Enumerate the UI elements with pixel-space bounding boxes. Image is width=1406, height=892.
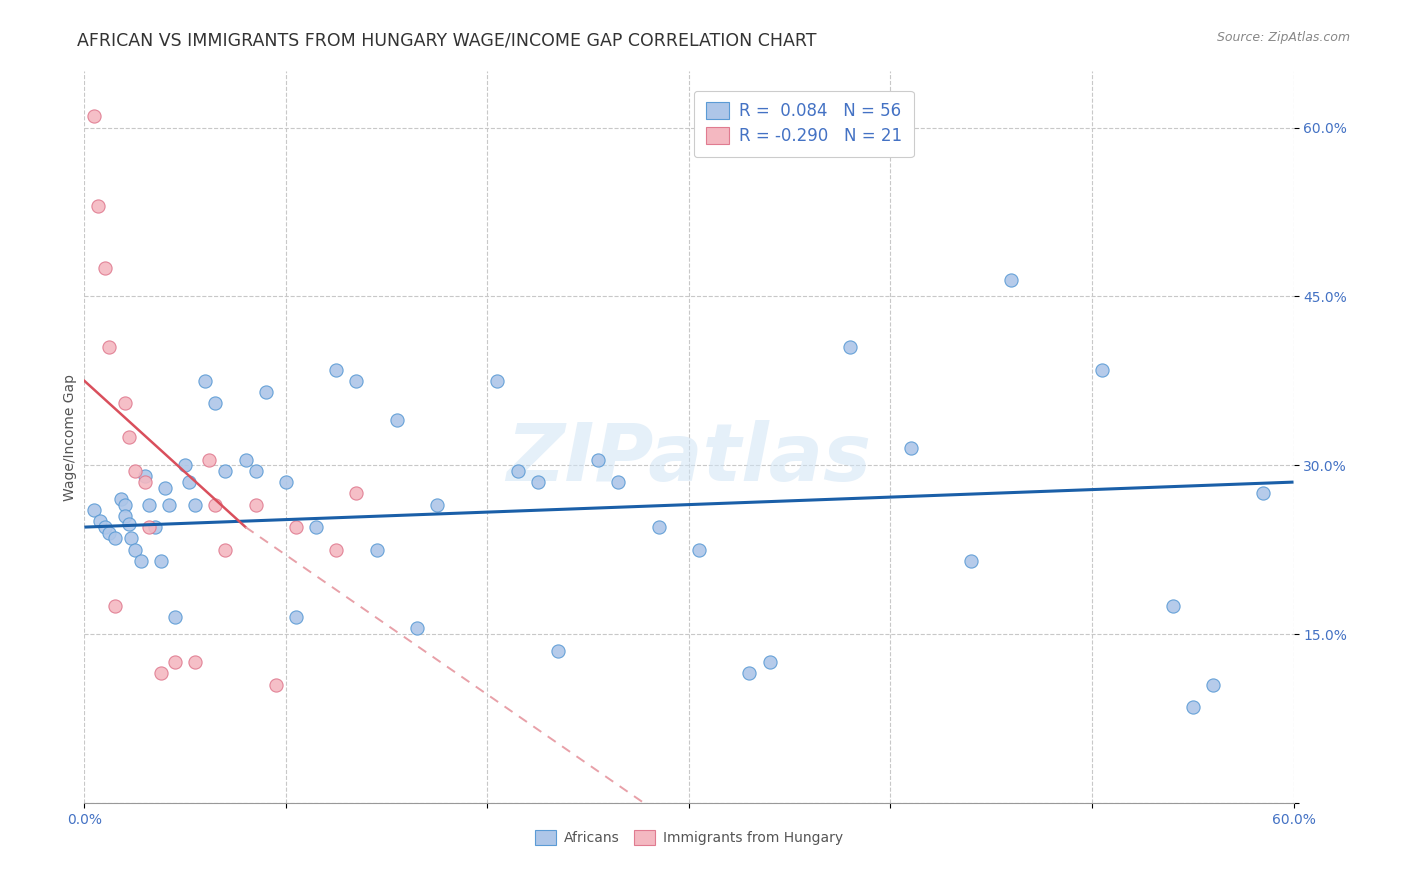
Point bbox=[385, 413, 408, 427]
Point bbox=[346, 486, 368, 500]
Point bbox=[486, 374, 509, 388]
Point bbox=[97, 525, 120, 540]
Point bbox=[124, 464, 146, 478]
Point bbox=[235, 452, 257, 467]
Point bbox=[194, 374, 217, 388]
Point bbox=[1202, 678, 1225, 692]
Point bbox=[758, 655, 780, 669]
Point bbox=[839, 340, 862, 354]
Point bbox=[93, 261, 115, 276]
Point bbox=[165, 655, 187, 669]
Point bbox=[124, 542, 146, 557]
Point bbox=[588, 452, 610, 467]
Point bbox=[87, 199, 110, 213]
Point bbox=[285, 610, 308, 624]
Point bbox=[97, 340, 120, 354]
Point bbox=[547, 644, 569, 658]
Point bbox=[93, 520, 115, 534]
Legend: Africans, Immigrants from Hungary: Africans, Immigrants from Hungary bbox=[529, 825, 849, 851]
Point bbox=[648, 520, 671, 534]
Text: AFRICAN VS IMMIGRANTS FROM HUNGARY WAGE/INCOME GAP CORRELATION CHART: AFRICAN VS IMMIGRANTS FROM HUNGARY WAGE/… bbox=[77, 31, 817, 49]
Point bbox=[688, 542, 710, 557]
Point bbox=[134, 475, 156, 489]
Point bbox=[254, 385, 277, 400]
Point bbox=[138, 498, 160, 512]
Point bbox=[738, 666, 761, 681]
Text: Source: ZipAtlas.com: Source: ZipAtlas.com bbox=[1216, 31, 1350, 45]
Point bbox=[1161, 599, 1184, 613]
Point bbox=[274, 475, 297, 489]
Point bbox=[305, 520, 328, 534]
Point bbox=[114, 396, 136, 410]
Point bbox=[264, 678, 287, 692]
Point bbox=[426, 498, 449, 512]
Y-axis label: Wage/Income Gap: Wage/Income Gap bbox=[63, 374, 77, 500]
Point bbox=[153, 481, 176, 495]
Point bbox=[83, 109, 105, 123]
Point bbox=[285, 520, 308, 534]
Point bbox=[1181, 700, 1204, 714]
Point bbox=[406, 621, 429, 635]
Point bbox=[157, 498, 180, 512]
Point bbox=[325, 362, 347, 376]
Point bbox=[104, 532, 127, 546]
Point bbox=[960, 554, 983, 568]
Point bbox=[1000, 272, 1022, 286]
Point bbox=[149, 666, 172, 681]
Point bbox=[214, 464, 236, 478]
Point bbox=[198, 452, 221, 467]
Point bbox=[114, 508, 136, 523]
Point bbox=[89, 515, 111, 529]
Point bbox=[149, 554, 172, 568]
Point bbox=[204, 498, 226, 512]
Point bbox=[134, 469, 156, 483]
Point bbox=[245, 464, 267, 478]
Text: ZIPatlas: ZIPatlas bbox=[506, 420, 872, 498]
Point bbox=[1091, 362, 1114, 376]
Point bbox=[179, 475, 201, 489]
Point bbox=[120, 532, 142, 546]
Point bbox=[900, 442, 922, 456]
Point bbox=[204, 396, 226, 410]
Point bbox=[325, 542, 347, 557]
Point bbox=[607, 475, 630, 489]
Point bbox=[129, 554, 152, 568]
Point bbox=[346, 374, 368, 388]
Point bbox=[83, 503, 105, 517]
Point bbox=[366, 542, 388, 557]
Point bbox=[104, 599, 127, 613]
Point bbox=[506, 464, 529, 478]
Point bbox=[174, 458, 197, 473]
Point bbox=[214, 542, 236, 557]
Point bbox=[110, 491, 132, 506]
Point bbox=[138, 520, 160, 534]
Point bbox=[1253, 486, 1275, 500]
Point bbox=[165, 610, 187, 624]
Point bbox=[143, 520, 166, 534]
Point bbox=[184, 498, 207, 512]
Point bbox=[245, 498, 267, 512]
Point bbox=[114, 498, 136, 512]
Point bbox=[184, 655, 207, 669]
Point bbox=[527, 475, 550, 489]
Point bbox=[118, 430, 141, 444]
Point bbox=[118, 516, 141, 531]
